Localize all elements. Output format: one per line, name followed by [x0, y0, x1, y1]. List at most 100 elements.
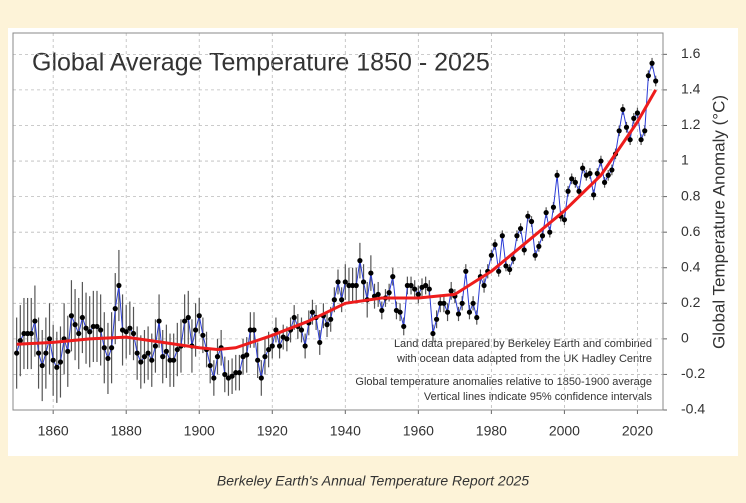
- data-point: [98, 327, 104, 333]
- data-point: [594, 170, 600, 177]
- data-point: [76, 330, 82, 337]
- data-point: [346, 282, 352, 289]
- data-point: [441, 300, 447, 306]
- data-point: [481, 282, 487, 289]
- data-point: [331, 297, 337, 303]
- data-point: [185, 314, 191, 321]
- data-point: [379, 307, 385, 314]
- data-point: [536, 243, 542, 249]
- annotation: Global temperature anomalies relative to…: [355, 376, 652, 388]
- y-tick-label: 1.2: [681, 116, 701, 132]
- data-point: [514, 233, 520, 239]
- data-point: [605, 172, 611, 178]
- data-point: [448, 288, 454, 294]
- y-tick-label: 1: [681, 152, 689, 168]
- data-point: [401, 323, 407, 330]
- data-point: [634, 110, 641, 116]
- data-point: [499, 233, 505, 239]
- data-point: [302, 343, 308, 349]
- data-point: [572, 179, 578, 185]
- data-point: [466, 309, 473, 315]
- x-tick-label: 1960: [403, 423, 434, 439]
- data-point: [437, 300, 443, 306]
- data-point: [14, 350, 20, 356]
- data-point: [200, 332, 206, 338]
- data-point: [412, 286, 418, 292]
- y-tick-label: 0: [681, 330, 689, 346]
- data-point: [426, 286, 432, 292]
- data-point: [255, 357, 261, 363]
- data-point: [244, 352, 250, 358]
- data-point: [433, 316, 440, 322]
- data-point: [35, 350, 42, 356]
- y-tick-label: 0.2: [681, 294, 701, 310]
- data-point: [517, 226, 524, 232]
- data-point: [269, 343, 275, 349]
- data-point: [623, 124, 630, 130]
- data-point: [94, 323, 100, 330]
- data-point: [258, 375, 264, 381]
- data-point: [174, 346, 180, 353]
- data-point: [68, 313, 75, 319]
- data-point: [353, 282, 359, 289]
- data-point: [390, 274, 396, 280]
- annotation: Land data prepared by Berkeley Earth and…: [394, 338, 652, 350]
- data-point: [547, 229, 553, 235]
- data-point: [368, 270, 374, 276]
- data-point: [72, 322, 78, 328]
- data-point: [134, 350, 140, 356]
- data-point: [627, 137, 633, 143]
- data-point: [87, 329, 93, 335]
- data-point: [90, 323, 96, 330]
- data-point: [587, 170, 593, 177]
- y-axis-title: Global Temperature Anomaly (°C): [709, 95, 728, 349]
- y-tick-label: 0.6: [681, 223, 701, 239]
- data-point: [415, 291, 421, 298]
- data-point: [569, 176, 575, 182]
- plot-frame: [12, 32, 664, 411]
- data-point: [123, 329, 129, 335]
- y-tick-label: 0.4: [681, 258, 701, 274]
- data-point: [430, 330, 436, 337]
- data-point: [21, 330, 27, 337]
- data-point: [101, 345, 107, 351]
- data-point: [149, 357, 155, 363]
- data-point: [171, 357, 177, 363]
- data-point: [601, 179, 608, 185]
- data-point: [375, 291, 381, 298]
- data-point: [317, 339, 323, 346]
- data-point: [116, 282, 122, 289]
- data-point: [328, 316, 334, 322]
- y-tick-label: 1.6: [681, 45, 701, 61]
- x-tick-label: 1880: [111, 423, 142, 439]
- y-tick-label: -0.4: [681, 401, 705, 417]
- data-point: [79, 314, 85, 321]
- data-point: [214, 354, 221, 360]
- data-point: [470, 300, 476, 306]
- data-point: [463, 268, 469, 274]
- data-point: [141, 354, 148, 360]
- data-point: [229, 373, 235, 379]
- data-point: [488, 252, 494, 258]
- data-point: [251, 327, 257, 333]
- data-point: [324, 322, 330, 328]
- data-point: [543, 210, 549, 216]
- y-tick-label: 1.4: [681, 81, 701, 97]
- data-point: [335, 279, 341, 285]
- data-point: [138, 359, 144, 365]
- data-point: [273, 327, 279, 333]
- data-point: [65, 348, 71, 354]
- data-point: [638, 137, 644, 143]
- data-point: [408, 282, 414, 289]
- data-point: [152, 343, 159, 349]
- data-point: [25, 330, 31, 337]
- data-point: [591, 192, 597, 198]
- x-tick-label: 1980: [476, 423, 507, 439]
- data-point: [17, 338, 23, 344]
- data-point: [39, 362, 45, 369]
- annotation: Vertical lines indicate 95% confidence i…: [424, 391, 653, 403]
- data-point: [525, 213, 531, 219]
- data-point: [108, 345, 115, 351]
- data-point: [576, 188, 582, 194]
